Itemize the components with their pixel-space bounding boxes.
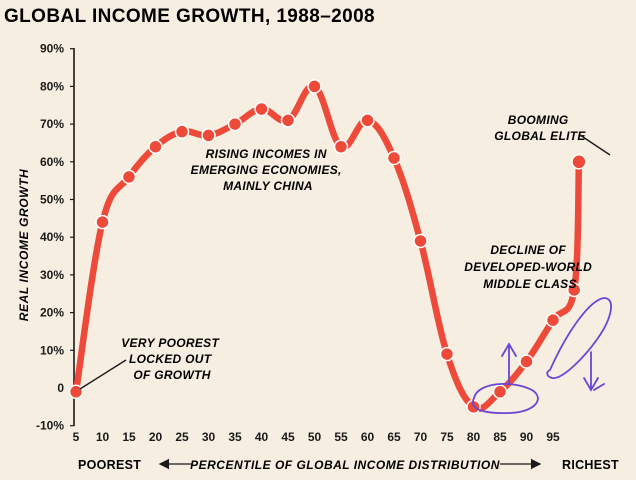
data-point — [566, 282, 582, 298]
x-tick-label: 60 — [361, 430, 375, 444]
x-axis-richest-label: RICHEST — [562, 458, 619, 472]
y-tick-label: 60% — [40, 155, 64, 169]
annotation-middle-class: DECLINE OF DEVELOPED-WORLD MIDDLE CLASS — [464, 243, 595, 291]
annotation-line: VERY POOREST — [121, 336, 220, 350]
y-axis-ticks: -10% 0 10% 20% 30% 40% 50% 60% 70% 80% 90% — [36, 42, 74, 433]
data-point — [545, 312, 561, 328]
y-tick-label: 90% — [40, 42, 64, 56]
data-point — [439, 346, 455, 362]
data-point — [280, 113, 296, 128]
x-axis-label: PERCENTILE OF GLOBAL INCOME DISTRIBUTION — [190, 458, 500, 472]
annotation-pointer-very-poorest — [79, 359, 127, 390]
data-point — [174, 124, 190, 139]
data-point — [254, 101, 269, 117]
x-tick-label: 40 — [255, 430, 269, 444]
annotation-very-poorest: VERY POOREST LOCKED OUT OF GROWTH — [121, 336, 223, 382]
x-tick-label: 75 — [440, 430, 454, 444]
annotation-line: BOOMING — [508, 113, 569, 127]
y-tick-label: 20% — [40, 306, 64, 320]
data-point — [360, 113, 375, 128]
y-axis-label: REAL INCOME GROWTH — [17, 169, 31, 322]
x-tick-label: 35 — [228, 430, 242, 444]
annotation-line: MAINLY CHINA — [223, 179, 313, 193]
x-tick-label: 85 — [493, 430, 507, 444]
x-tick-label: 10 — [96, 430, 110, 444]
data-point — [95, 214, 110, 230]
annotation-line: GLOBAL ELITE — [494, 129, 586, 143]
annotation-line: EMERGING ECONOMIES, — [191, 163, 342, 177]
x-tick-label: 50 — [308, 430, 322, 444]
data-point — [413, 233, 428, 249]
annotation-global-elite: BOOMING GLOBAL ELITE — [494, 113, 586, 143]
data-point — [307, 79, 322, 94]
y-tick-label: 10% — [40, 343, 64, 357]
data-point — [519, 354, 534, 369]
data-point — [201, 128, 216, 143]
y-tick-label: 40% — [40, 230, 64, 244]
annotation-line: DECLINE OF — [490, 243, 566, 257]
x-axis-poorest-label: POOREST — [78, 458, 141, 472]
y-tick-label: 70% — [40, 117, 64, 131]
handwritten-arrow-up — [501, 342, 517, 384]
x-tick-label: 95 — [546, 430, 560, 444]
x-tick-label: 15 — [122, 430, 136, 444]
handwritten-circle-slope — [546, 297, 612, 379]
x-tick-label: 80 — [467, 430, 481, 444]
y-tick-label: -10% — [36, 419, 64, 433]
data-point — [333, 139, 349, 154]
data-point — [386, 150, 402, 166]
annotation-line: DEVELOPED-WORLD — [464, 260, 592, 274]
x-tick-label: 90 — [520, 430, 534, 444]
annotation-line: RISING INCOMES IN — [206, 147, 327, 161]
annotation-pointer-global-elite — [579, 134, 611, 156]
data-point — [571, 154, 587, 170]
x-axis-ticks: 5 10 15 20 25 30 35 40 45 50 55 60 65 70 75 80 85 90 95 — [73, 430, 560, 444]
annotation-line: MIDDLE CLASS — [483, 277, 577, 291]
annotation-line: OF GROWTH — [133, 368, 210, 382]
y-tick-label: 0 — [57, 381, 64, 395]
data-point — [227, 116, 243, 132]
annotation-emerging-economies: RISING INCOMES IN EMERGING ECONOMIES, MA… — [191, 147, 346, 193]
series-points — [68, 79, 587, 415]
annotation-line: LOCKED OUT — [129, 352, 213, 366]
y-tick-label: 80% — [40, 79, 64, 93]
x-tick-label: 20 — [149, 430, 163, 444]
x-tick-label: 5 — [73, 430, 80, 444]
x-tick-label: 55 — [334, 430, 348, 444]
handwritten-circle-bottom — [471, 383, 539, 415]
y-tick-label: 30% — [40, 268, 64, 282]
x-tick-label: 45 — [281, 430, 295, 444]
x-tick-label: 65 — [387, 430, 401, 444]
chart-title: GLOBAL INCOME GROWTH, 1988–2008 — [4, 6, 375, 27]
data-point — [68, 384, 84, 400]
data-point — [148, 139, 163, 154]
x-tick-label: 25 — [175, 430, 189, 444]
data-point — [492, 384, 508, 400]
handwritten-marks — [471, 297, 612, 415]
x-tick-label: 70 — [414, 430, 428, 444]
y-tick-label: 50% — [40, 193, 64, 207]
data-point — [121, 169, 137, 185]
x-tick-label: 30 — [202, 430, 216, 444]
handwritten-arrow-down — [583, 351, 605, 392]
